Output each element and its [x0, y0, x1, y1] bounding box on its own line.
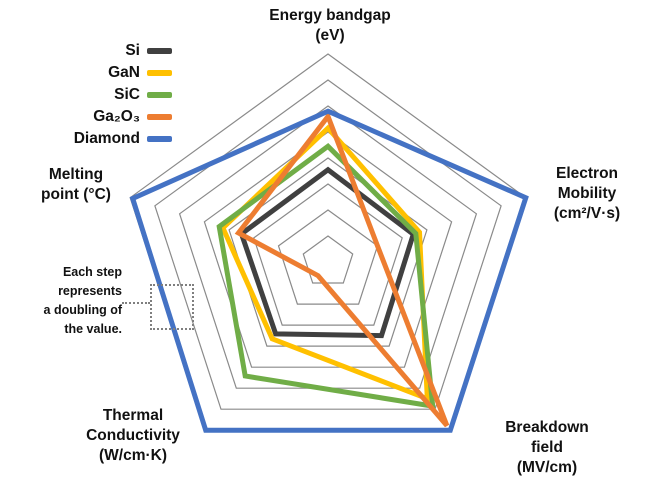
- annotation-step-highlight-box: [150, 284, 194, 330]
- legend-label-si: Si: [125, 42, 140, 59]
- series-polygon-diamond: [129, 108, 529, 433]
- legend-item-sic: SiC: [40, 84, 172, 106]
- legend-label-ga2o3: Ga₂O₃: [93, 108, 140, 125]
- legend-label-diamond: Diamond: [73, 130, 140, 147]
- axis-label-thermal-conductivity: Thermal Conductivity (W/cm·K): [86, 407, 180, 464]
- legend-swatch-diamond: [147, 136, 172, 142]
- legend-label-sic: SiC: [114, 86, 140, 103]
- grid-ring-1: [302, 235, 354, 284]
- legend-swatch-sic: [147, 92, 172, 98]
- legend-item-ga2o3: Ga₂O₃: [40, 106, 172, 128]
- grid-ring-4: [228, 157, 428, 347]
- legend-swatch-si: [147, 48, 172, 54]
- axis-label-breakdown-field: Breakdown field (MV/cm): [505, 419, 589, 476]
- axis-label-electron-mobility: Electron Mobility (cm²/V·s): [553, 165, 621, 222]
- legend: Si GaN SiC Ga₂O₃ Diamond: [40, 40, 172, 150]
- legend-swatch-ga2o3: [147, 114, 172, 120]
- grid-ring-3: [253, 183, 403, 326]
- grid-ring-5: [203, 131, 453, 368]
- grid-ring-7: [154, 79, 502, 410]
- legend-swatch-gan: [147, 70, 172, 76]
- annotation-leader-line: [122, 302, 150, 304]
- series-polygon-si: [238, 166, 417, 339]
- axis-label-melting-point: Melting point (°C): [41, 166, 111, 203]
- legend-item-si: Si: [40, 40, 172, 62]
- step-annotation-text: Each step represents a doubling of the v…: [43, 265, 122, 336]
- axis-label-energy-bandgap: Energy bandgap (eV): [269, 7, 391, 44]
- legend-item-diamond: Diamond: [40, 128, 172, 150]
- grid-ring-2: [277, 209, 379, 305]
- legend-label-gan: GaN: [108, 64, 140, 81]
- series-polygon-gao: [234, 111, 450, 428]
- legend-item-gan: GaN: [40, 62, 172, 84]
- series-polygon-sic: [216, 143, 436, 410]
